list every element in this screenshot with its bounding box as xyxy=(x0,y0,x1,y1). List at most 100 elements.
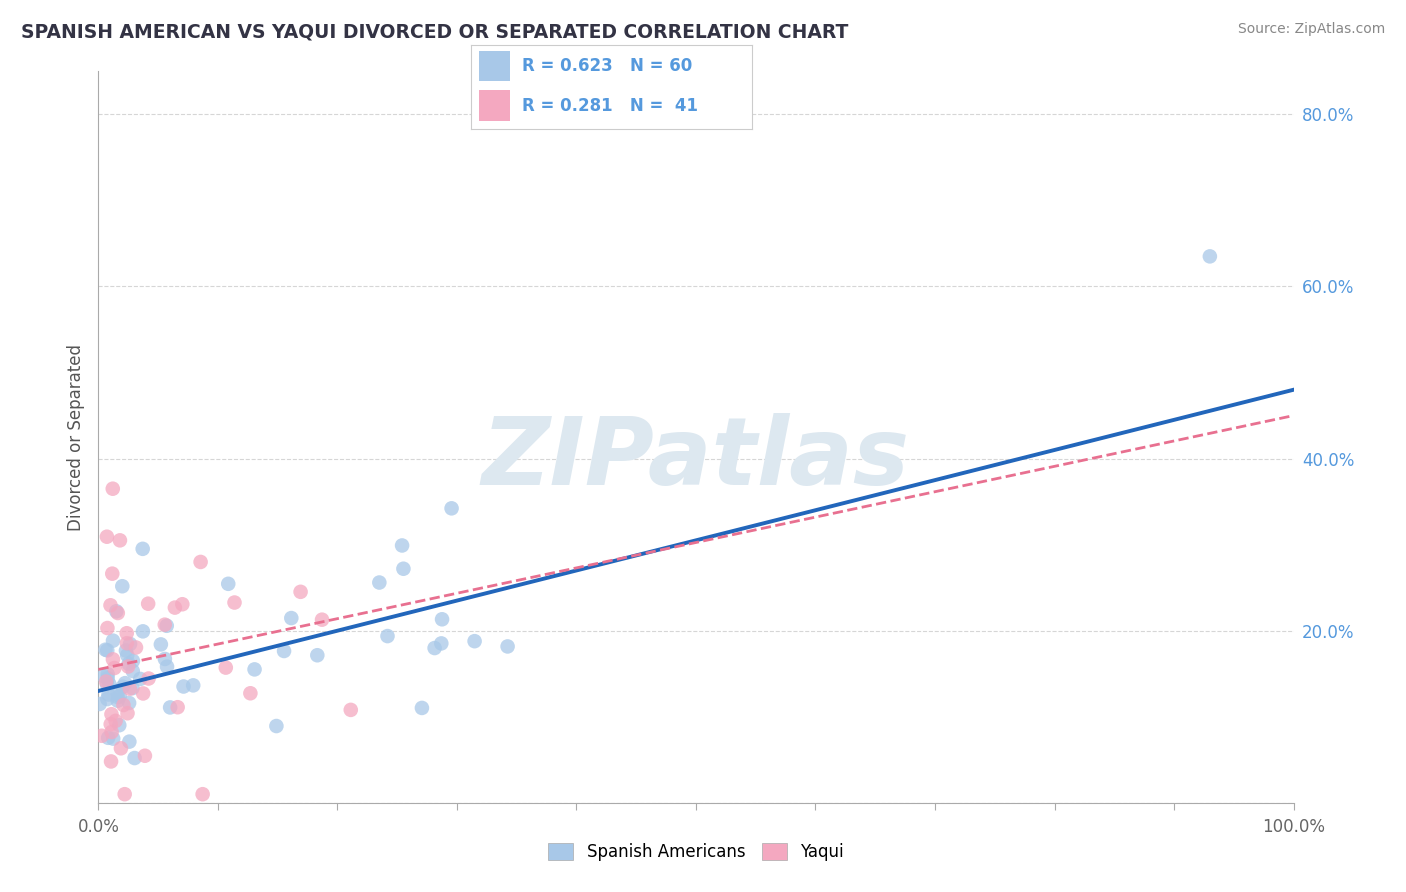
Point xyxy=(96,692,118,706)
Point xyxy=(114,676,136,690)
Point xyxy=(172,597,194,611)
Point xyxy=(153,652,176,666)
Point xyxy=(103,661,125,675)
Text: ZIPatlas: ZIPatlas xyxy=(482,413,910,505)
Point xyxy=(163,600,186,615)
Point xyxy=(190,555,212,569)
Point xyxy=(103,731,125,746)
Point xyxy=(377,629,399,643)
Point xyxy=(101,482,124,496)
Point xyxy=(138,672,160,686)
Point xyxy=(118,681,141,696)
Point xyxy=(124,751,146,765)
Point xyxy=(117,706,139,721)
Point xyxy=(101,652,124,666)
Point xyxy=(97,688,120,702)
Point xyxy=(96,643,118,657)
Point xyxy=(266,719,288,733)
Point xyxy=(217,577,239,591)
Point xyxy=(423,641,446,656)
Text: SPANISH AMERICAN VS YAQUI DIVORCED OR SEPARATED CORRELATION CHART: SPANISH AMERICAN VS YAQUI DIVORCED OR SE… xyxy=(21,22,848,41)
Point xyxy=(117,659,139,673)
Point xyxy=(108,718,131,732)
Point xyxy=(90,729,112,743)
Point xyxy=(118,637,141,651)
Point xyxy=(89,697,111,711)
Point xyxy=(496,640,519,654)
Point xyxy=(97,731,120,745)
Point xyxy=(191,787,214,801)
Point xyxy=(96,530,118,544)
Point xyxy=(101,566,124,581)
Point xyxy=(132,624,155,639)
Point xyxy=(1199,249,1222,263)
Point xyxy=(440,501,463,516)
Point xyxy=(108,689,131,703)
Point xyxy=(107,693,129,707)
Point xyxy=(110,741,132,756)
Text: Source: ZipAtlas.com: Source: ZipAtlas.com xyxy=(1237,22,1385,37)
Point xyxy=(94,642,117,657)
Point xyxy=(98,677,121,691)
Point xyxy=(149,637,172,651)
Point xyxy=(125,640,148,655)
Point xyxy=(115,648,138,663)
Point xyxy=(159,700,181,714)
Point xyxy=(273,644,295,658)
Point xyxy=(464,634,486,648)
Point xyxy=(93,669,115,683)
Point xyxy=(100,599,122,613)
Point xyxy=(430,636,453,650)
Point xyxy=(104,714,127,728)
Point xyxy=(181,678,204,692)
Point xyxy=(136,597,159,611)
Point xyxy=(311,613,333,627)
Point xyxy=(97,667,120,681)
Point xyxy=(100,755,122,769)
Point xyxy=(122,654,145,668)
Text: R = 0.623   N = 60: R = 0.623 N = 60 xyxy=(522,57,692,75)
Point xyxy=(94,674,117,689)
FancyBboxPatch shape xyxy=(479,90,510,120)
Legend: Spanish Americans, Yaqui: Spanish Americans, Yaqui xyxy=(541,836,851,868)
Point xyxy=(105,604,128,618)
Point xyxy=(156,619,179,633)
Point xyxy=(107,690,129,705)
Point xyxy=(108,533,131,548)
Point xyxy=(97,671,120,685)
Point xyxy=(112,698,135,712)
Point xyxy=(156,659,179,673)
Point xyxy=(224,595,246,609)
Point xyxy=(100,707,122,722)
Point xyxy=(173,680,195,694)
Point xyxy=(118,696,141,710)
Point xyxy=(132,686,155,700)
Point xyxy=(101,633,124,648)
Point xyxy=(117,657,139,671)
Point xyxy=(107,685,129,699)
Point xyxy=(280,611,302,625)
Point xyxy=(430,612,453,626)
Point xyxy=(118,734,141,748)
Point xyxy=(215,660,238,674)
Point xyxy=(243,662,266,676)
Point xyxy=(391,539,413,553)
Point xyxy=(96,621,118,635)
FancyBboxPatch shape xyxy=(479,51,510,81)
Point xyxy=(166,700,188,714)
Point xyxy=(115,636,138,650)
Point xyxy=(96,677,118,691)
Point xyxy=(290,584,312,599)
Point xyxy=(100,717,122,731)
Point xyxy=(339,703,361,717)
Point xyxy=(153,617,176,632)
Point xyxy=(131,541,153,556)
Point xyxy=(134,748,156,763)
Point xyxy=(100,725,122,739)
Point xyxy=(121,664,143,678)
Y-axis label: Divorced or Separated: Divorced or Separated xyxy=(66,343,84,531)
Text: R = 0.281   N =  41: R = 0.281 N = 41 xyxy=(522,96,697,114)
Point xyxy=(392,562,415,576)
Point xyxy=(129,672,152,686)
Point xyxy=(111,579,134,593)
